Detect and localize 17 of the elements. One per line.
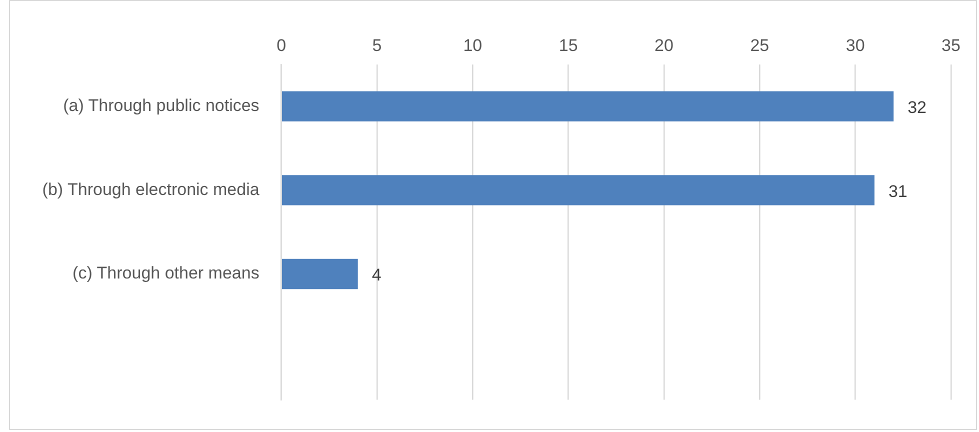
x-tick-label: 35 [942,36,960,55]
data-label: 32 [908,98,927,118]
x-tick-label: 25 [750,36,770,55]
x-tick-label: 10 [463,36,482,55]
x-tick-label: 30 [846,36,865,55]
bar [282,175,874,206]
bar [282,91,894,122]
y-tick-label: (b) Through electronic media [42,180,260,199]
x-tick-label: 15 [558,36,578,55]
bar [282,258,358,290]
y-tick-label: (a) Through public notices [63,96,260,116]
data-label: 31 [888,182,908,201]
y-tick-label: (c) Through other means [72,264,260,283]
x-tick-label: 5 [372,36,382,55]
data-label: 4 [372,266,382,285]
x-tick-label: 20 [654,36,674,55]
x-tick-label: 0 [276,36,286,55]
